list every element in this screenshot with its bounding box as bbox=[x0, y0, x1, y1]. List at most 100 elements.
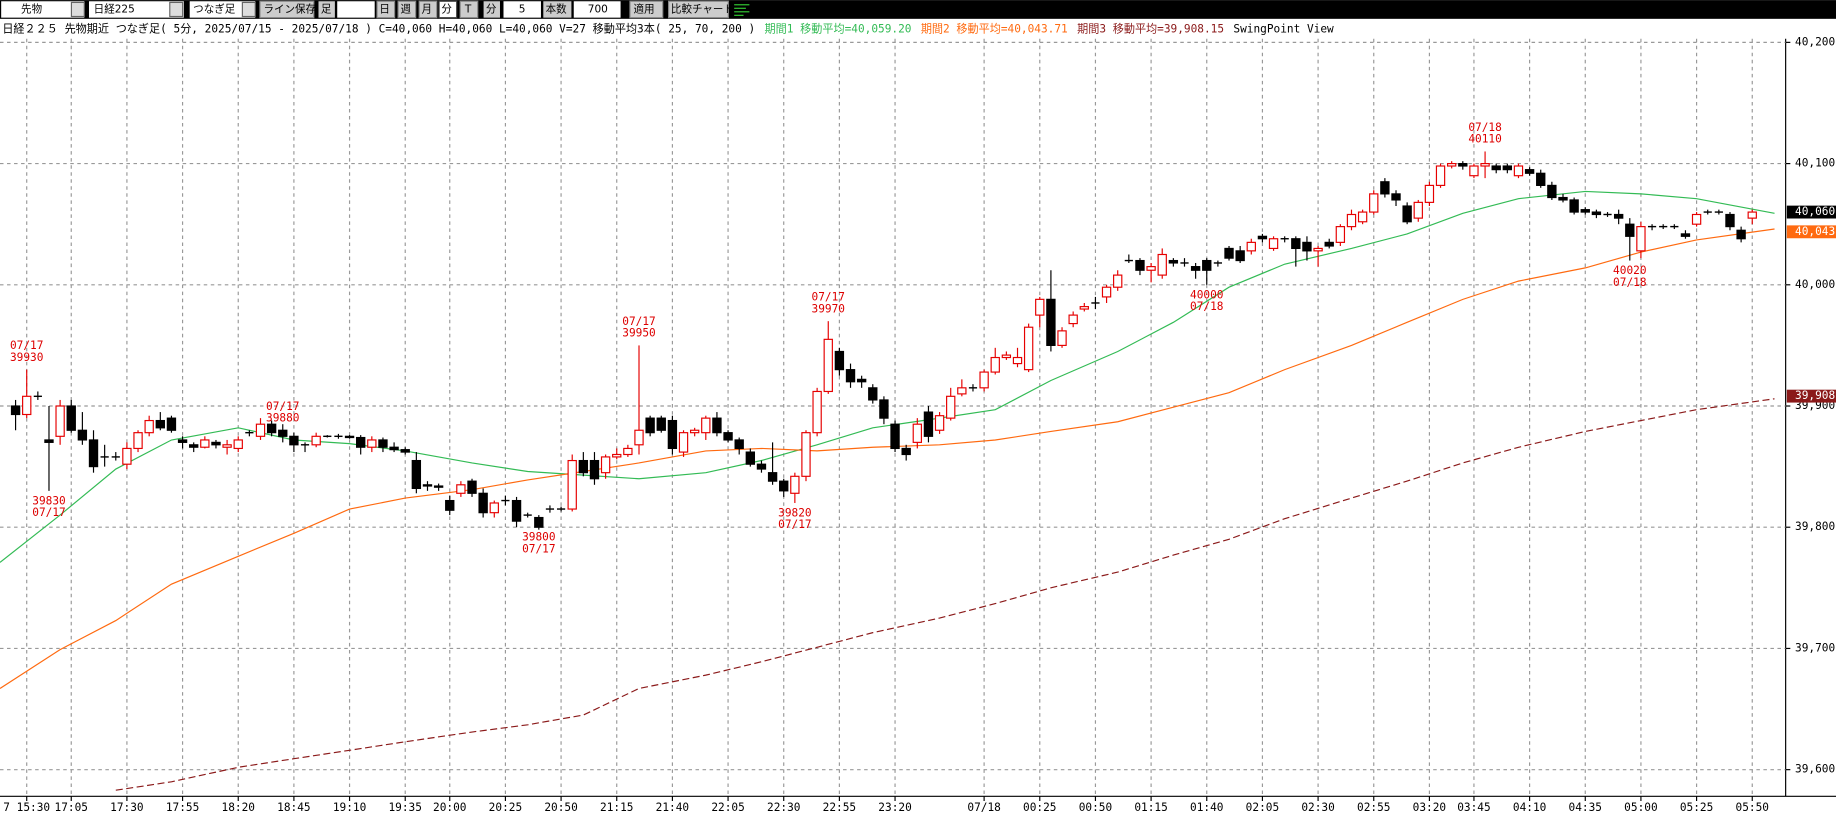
x-tick-label: 20:25 bbox=[489, 801, 522, 814]
candle-body bbox=[812, 390, 822, 434]
candle-body bbox=[1268, 238, 1279, 250]
candle-body bbox=[400, 449, 410, 453]
bar-label: 足 bbox=[321, 3, 332, 15]
legend-entry: 期間1 移動平均=40,059.20 bbox=[765, 21, 912, 35]
candle-body bbox=[88, 439, 99, 468]
dropdown-arrow[interactable] bbox=[241, 1, 256, 18]
x-tick-label: 21:40 bbox=[656, 801, 689, 814]
candle-body bbox=[411, 459, 422, 490]
x-tick-label: 03:45 bbox=[1457, 801, 1490, 814]
market-select[interactable] bbox=[1, 1, 85, 18]
candle-body bbox=[489, 502, 499, 514]
candle-body bbox=[1101, 286, 1112, 298]
unit-text: 分 bbox=[486, 3, 497, 15]
candle-body bbox=[1625, 223, 1635, 237]
candle-body bbox=[801, 432, 811, 477]
minute-button[interactable] bbox=[438, 0, 458, 19]
candle-body bbox=[1190, 266, 1201, 271]
candle-body bbox=[1524, 169, 1535, 174]
candle-body bbox=[1580, 209, 1590, 213]
minute-text: 分 bbox=[441, 3, 452, 15]
annotation-value: 40020 bbox=[1613, 264, 1646, 277]
annotation-value: 39800 bbox=[522, 531, 555, 544]
apply-button[interactable] bbox=[629, 0, 664, 19]
toolbar-bar bbox=[0, 0, 1836, 19]
dropdown-arrow[interactable] bbox=[169, 1, 184, 18]
toolbar: 先物 日経225 つなぎ足 ライン保存 足 日 週 月 分 T 分 5 本数 7… bbox=[0, 0, 1836, 19]
candle-body bbox=[868, 387, 878, 401]
month-button[interactable] bbox=[418, 0, 438, 19]
x-tick-label: 22:30 bbox=[767, 801, 800, 814]
candle-body bbox=[1369, 193, 1379, 213]
annotation-value: 39930 bbox=[10, 351, 43, 364]
x-tick-label: 20:50 bbox=[544, 801, 577, 814]
annotation-value: 39970 bbox=[812, 302, 845, 315]
y-tick-label: 39,700 bbox=[1795, 641, 1835, 654]
candle-body bbox=[77, 429, 88, 441]
mode-select[interactable] bbox=[189, 1, 256, 18]
x-tick-label: 21:15 bbox=[600, 801, 633, 814]
candle-body bbox=[289, 435, 299, 446]
candle-body bbox=[790, 475, 800, 494]
save-line-text: ライン保存 bbox=[263, 2, 316, 15]
annotation-date: 07/18 bbox=[1468, 121, 1501, 134]
candle-body bbox=[567, 459, 577, 510]
day-text: 日 bbox=[379, 3, 390, 15]
x-tick-label: 18:20 bbox=[222, 801, 255, 814]
candle-body bbox=[1291, 238, 1301, 250]
candle-body bbox=[1335, 226, 1346, 243]
candle-body bbox=[1012, 356, 1023, 365]
week-button[interactable] bbox=[397, 0, 417, 19]
x-tick-label: 01:15 bbox=[1134, 801, 1167, 814]
candle-body bbox=[1547, 184, 1557, 199]
interval-input[interactable] bbox=[503, 1, 541, 18]
save-line-button[interactable] bbox=[259, 0, 315, 19]
bar-label-box bbox=[318, 1, 335, 18]
moving-average-line bbox=[115, 398, 1775, 791]
count-label: 本数 bbox=[546, 2, 568, 15]
candle-body bbox=[712, 417, 722, 434]
candle-body bbox=[845, 369, 856, 383]
annotation-date: 07/17 bbox=[266, 400, 299, 413]
candle-body bbox=[478, 492, 488, 514]
x-tick-label: 01:40 bbox=[1190, 801, 1223, 814]
price-marker-label: 40,060 bbox=[1795, 205, 1835, 218]
header: 日経２２５ 先物期近 つなぎ足( 5分, 2025/07/15 - 2025/0… bbox=[2, 21, 1334, 35]
compare-button[interactable] bbox=[668, 0, 729, 19]
candle-body bbox=[1313, 247, 1323, 252]
candle-body bbox=[1502, 165, 1513, 171]
symbol-select[interactable] bbox=[88, 1, 184, 18]
candle-body bbox=[511, 499, 522, 522]
x-tick-label: 05:50 bbox=[1736, 801, 1769, 814]
candle-body bbox=[189, 444, 199, 448]
apply-text: 適用 bbox=[633, 2, 654, 15]
candle-body bbox=[311, 435, 321, 446]
annotation-value: 39830 bbox=[32, 494, 65, 507]
candle-body bbox=[1446, 162, 1457, 167]
candle-body bbox=[767, 472, 778, 482]
annotation-date: 07/17 bbox=[622, 315, 655, 328]
candle-body bbox=[612, 453, 622, 458]
bar-spinner[interactable] bbox=[337, 1, 375, 18]
candle-body bbox=[1536, 172, 1546, 186]
x-tick-label: 22:55 bbox=[823, 801, 856, 814]
month-text: 月 bbox=[422, 3, 433, 15]
moving-average-line bbox=[0, 228, 1775, 689]
annotation-value: 39820 bbox=[778, 507, 811, 520]
candle-body bbox=[723, 432, 733, 441]
y-tick-label: 40,200 bbox=[1795, 35, 1835, 48]
candle-body bbox=[957, 387, 967, 395]
candle-body bbox=[1458, 162, 1468, 167]
x-tick-label: 22:05 bbox=[711, 801, 744, 814]
candle-body bbox=[600, 456, 611, 474]
count-input[interactable] bbox=[573, 1, 621, 18]
day-button[interactable] bbox=[376, 0, 396, 19]
candle-body bbox=[367, 439, 377, 448]
candle-body bbox=[1480, 162, 1490, 167]
candle-body bbox=[10, 405, 21, 416]
annotation-value: 39880 bbox=[266, 412, 299, 425]
tick-button[interactable] bbox=[459, 0, 479, 19]
dropdown-arrow[interactable] bbox=[70, 1, 85, 18]
